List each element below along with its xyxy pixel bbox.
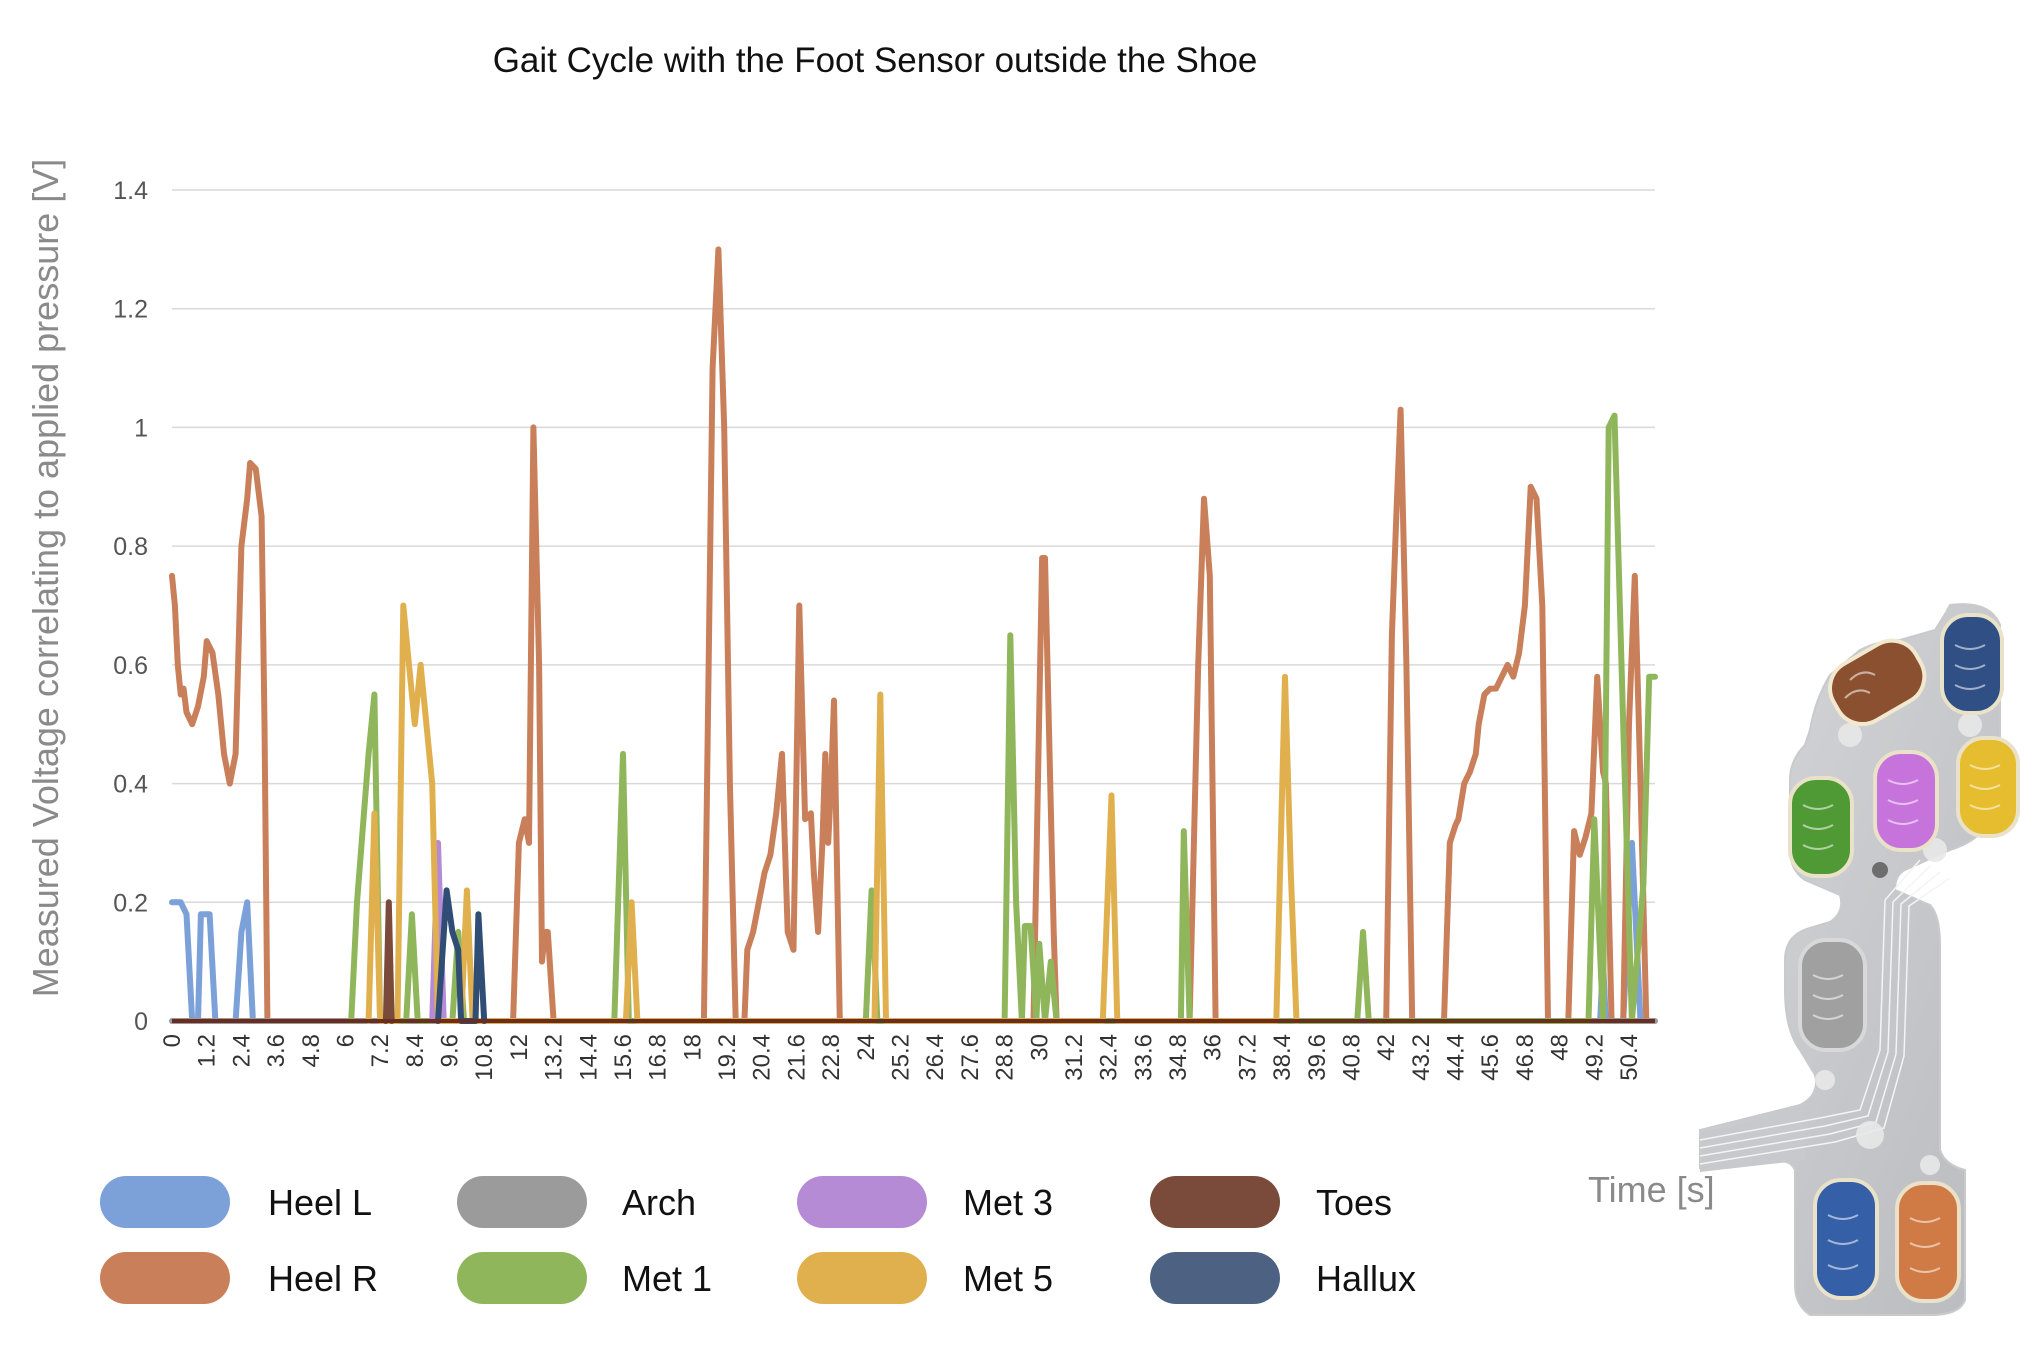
x-tick-label: 34.8: [1165, 1034, 1192, 1081]
x-tick-label: 49.2: [1581, 1034, 1608, 1081]
x-tick-label: 14.4: [575, 1034, 602, 1081]
legend-swatch-toes: [1150, 1176, 1280, 1228]
x-tick-label: 21.6: [783, 1034, 810, 1081]
sensor-pad-heel-l: [1813, 1178, 1879, 1300]
y-tick-label: 1.2: [113, 296, 148, 324]
legend-label-heel-l: Heel L: [268, 1182, 372, 1223]
chart-title: Gait Cycle with the Foot Sensor outside …: [493, 41, 1258, 80]
sensor-pad-toes: [1828, 638, 1927, 726]
sensor-pad-heel-r: [1895, 1181, 1961, 1303]
x-tick-label: 6: [332, 1034, 359, 1047]
x-tick-label: 25.2: [887, 1034, 914, 1081]
legend-swatch-met-1: [457, 1252, 587, 1304]
grid-lines: [172, 189, 1655, 904]
x-tick-label: 8.4: [402, 1034, 429, 1067]
x-tick-label: 42: [1373, 1034, 1400, 1061]
x-tick-label: 46.8: [1512, 1034, 1539, 1081]
x-tick-label: 36: [1200, 1034, 1227, 1061]
sensor-pad-hallux: [1940, 613, 2004, 715]
x-tick-label: 20.4: [749, 1034, 776, 1081]
y-tick-label: 0.8: [113, 533, 148, 561]
x-tick-label: 43.2: [1408, 1034, 1435, 1081]
x-tick-label: 44.4: [1443, 1034, 1470, 1081]
y-tick-label: 1.4: [113, 177, 148, 205]
x-tick-label: 48: [1547, 1034, 1574, 1061]
y-tick-labels: 0 0.2 0.4 0.6 0.8 1 1.2 1.4: [113, 177, 148, 1036]
x-tick-label: 1.2: [194, 1034, 221, 1067]
x-tick-label: 24: [853, 1034, 880, 1061]
legend: Heel L Heel R Arch Met 1 Met 3 Met 5 Toes Hallu…: [100, 1176, 1416, 1304]
x-tick-label: 38.4: [1269, 1034, 1296, 1081]
y-tick-label: 0.6: [113, 652, 148, 680]
sensor-pad-met-5: [1956, 736, 2020, 838]
y-tick-label: 1: [134, 414, 148, 442]
x-tick-label: 39.6: [1304, 1034, 1331, 1081]
x-tick-label: 7.2: [367, 1034, 394, 1067]
legend-label-met-1: Met 1: [622, 1258, 712, 1299]
legend-swatch-hallux: [1150, 1252, 1280, 1304]
x-tick-label: 15.6: [610, 1034, 637, 1081]
legend-swatch-met-3: [797, 1176, 927, 1228]
x-tick-label: 37.2: [1234, 1034, 1261, 1081]
sensor-pad-met-1: [1788, 776, 1854, 878]
sensor-pad-arch: [1798, 938, 1867, 1052]
legend-swatch-heel-l: [100, 1176, 230, 1228]
series-line-heel-r: [169, 246, 1650, 1024]
legend-swatch-met-5: [797, 1252, 927, 1304]
legend-label-met-5: Met 5: [963, 1258, 1053, 1299]
x-tick-label: 50.4: [1616, 1034, 1643, 1081]
x-tick-label: 0: [159, 1034, 186, 1047]
x-tick-label: 45.6: [1477, 1034, 1504, 1081]
x-tick-label: 28.8: [992, 1034, 1019, 1081]
x-tick-label: 2.4: [228, 1034, 255, 1067]
legend-swatch-arch: [457, 1176, 587, 1228]
x-tick-label: 33.6: [1130, 1034, 1157, 1081]
x-axis-label: Time [s]: [1588, 1169, 1715, 1210]
x-tick-label: 26.4: [922, 1034, 949, 1081]
y-tick-label: 0.4: [113, 771, 148, 799]
series-line-toes: [382, 899, 395, 1024]
x-tick-label: 13.2: [541, 1034, 568, 1081]
x-tick-label: 32.4: [1096, 1034, 1123, 1081]
data-series: [169, 246, 1658, 1024]
series-line-hallux: [435, 887, 488, 1024]
x-tick-label: 18: [679, 1034, 706, 1061]
y-tick-label: 0.2: [113, 889, 148, 917]
legend-swatch-heel-r: [100, 1252, 230, 1304]
x-tick-label: 27.6: [957, 1034, 984, 1081]
x-tick-label: 31.2: [1061, 1034, 1088, 1081]
pad-wiring: [1802, 644, 2001, 1273]
legend-label-met-3: Met 3: [963, 1182, 1053, 1223]
x-tick-labels: 0 1.2 2.4 3.6 4.8 6 7.2 8.4 9.6 10.8 12 13.2 14.4 15.…: [159, 1034, 1643, 1081]
y-tick-label: 0: [134, 1008, 148, 1036]
x-tick-label: 3.6: [263, 1034, 290, 1067]
legend-label-toes: Toes: [1316, 1182, 1392, 1223]
x-tick-label: 19.2: [714, 1034, 741, 1081]
legend-label-heel-r: Heel R: [268, 1258, 378, 1299]
x-tick-label: 30: [1026, 1034, 1053, 1061]
legend-label-arch: Arch: [622, 1182, 696, 1223]
x-tick-label: 12: [506, 1034, 533, 1061]
x-tick-label: 40.8: [1338, 1034, 1365, 1081]
legend-label-hallux: Hallux: [1316, 1258, 1416, 1299]
sensor-pad-met-3: [1873, 750, 1939, 852]
foot-sensor-image: [1699, 603, 2020, 1316]
y-axis-label: Measured Voltage correlating to applied …: [25, 159, 66, 998]
x-tick-label: 10.8: [471, 1034, 498, 1081]
x-tick-label: 4.8: [298, 1034, 325, 1067]
x-tick-label: 22.8: [818, 1034, 845, 1081]
x-tick-label: 9.6: [437, 1034, 464, 1067]
circuit-traces: [1699, 859, 1951, 1165]
x-tick-label: 16.8: [645, 1034, 672, 1081]
